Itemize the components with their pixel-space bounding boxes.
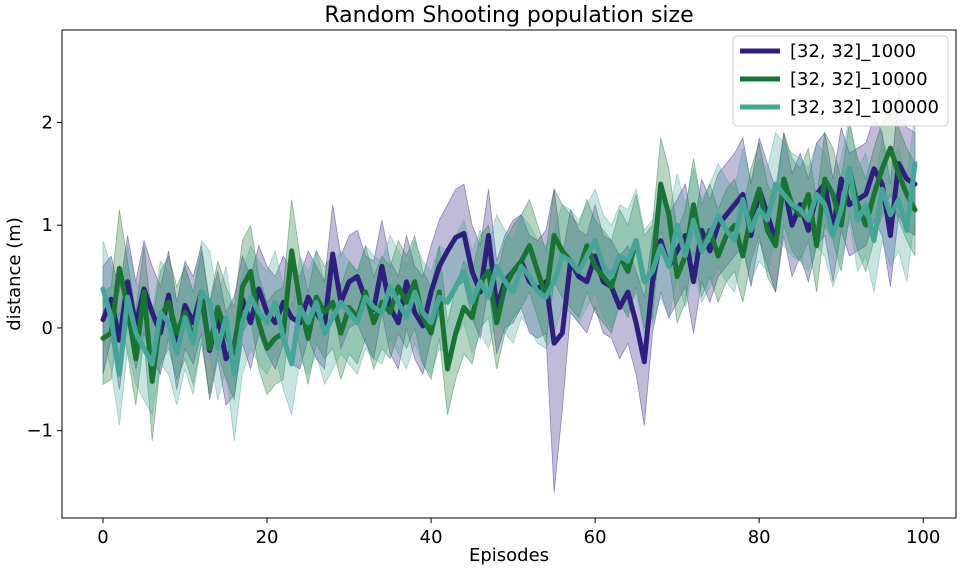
line-series-2 xyxy=(100,145,918,384)
x-tick-label: 100 xyxy=(906,527,940,548)
y-tick-label: 0 xyxy=(42,318,53,339)
confidence-bands xyxy=(102,91,916,493)
legend-label-3: [32, 32]_100000 xyxy=(790,97,939,118)
x-tick-label: 0 xyxy=(97,527,108,548)
chart-title: Random Shooting population size xyxy=(324,3,693,28)
x-tick-label: 60 xyxy=(584,527,607,548)
x-axis-label: Episodes xyxy=(469,545,549,566)
band-series-2 xyxy=(102,100,916,441)
y-axis-label: distance (m) xyxy=(4,217,25,331)
legend-box xyxy=(732,35,949,127)
series-lines xyxy=(100,145,918,384)
plot-frame xyxy=(61,29,957,519)
y-tick-label: 2 xyxy=(42,112,53,133)
line-series-3 xyxy=(100,161,918,377)
x-tick-label: 40 xyxy=(420,527,443,548)
legend-label-2: [32, 32]_10000 xyxy=(790,69,928,90)
x-tick-label: 20 xyxy=(256,527,279,548)
y-tick-label: 1 xyxy=(42,215,53,236)
y-axis: −1 0 1 2 xyxy=(26,112,62,442)
y-tick-label: −1 xyxy=(26,421,53,442)
x-tick-label: 80 xyxy=(748,527,771,548)
legend: [32, 32]_1000 [32, 32]_10000 [32, 32]_1000… xyxy=(732,35,949,127)
legend-label-1: [32, 32]_1000 xyxy=(790,41,916,62)
x-axis: 0 20 40 60 80 100 xyxy=(97,518,940,548)
band-series-1 xyxy=(102,91,916,493)
